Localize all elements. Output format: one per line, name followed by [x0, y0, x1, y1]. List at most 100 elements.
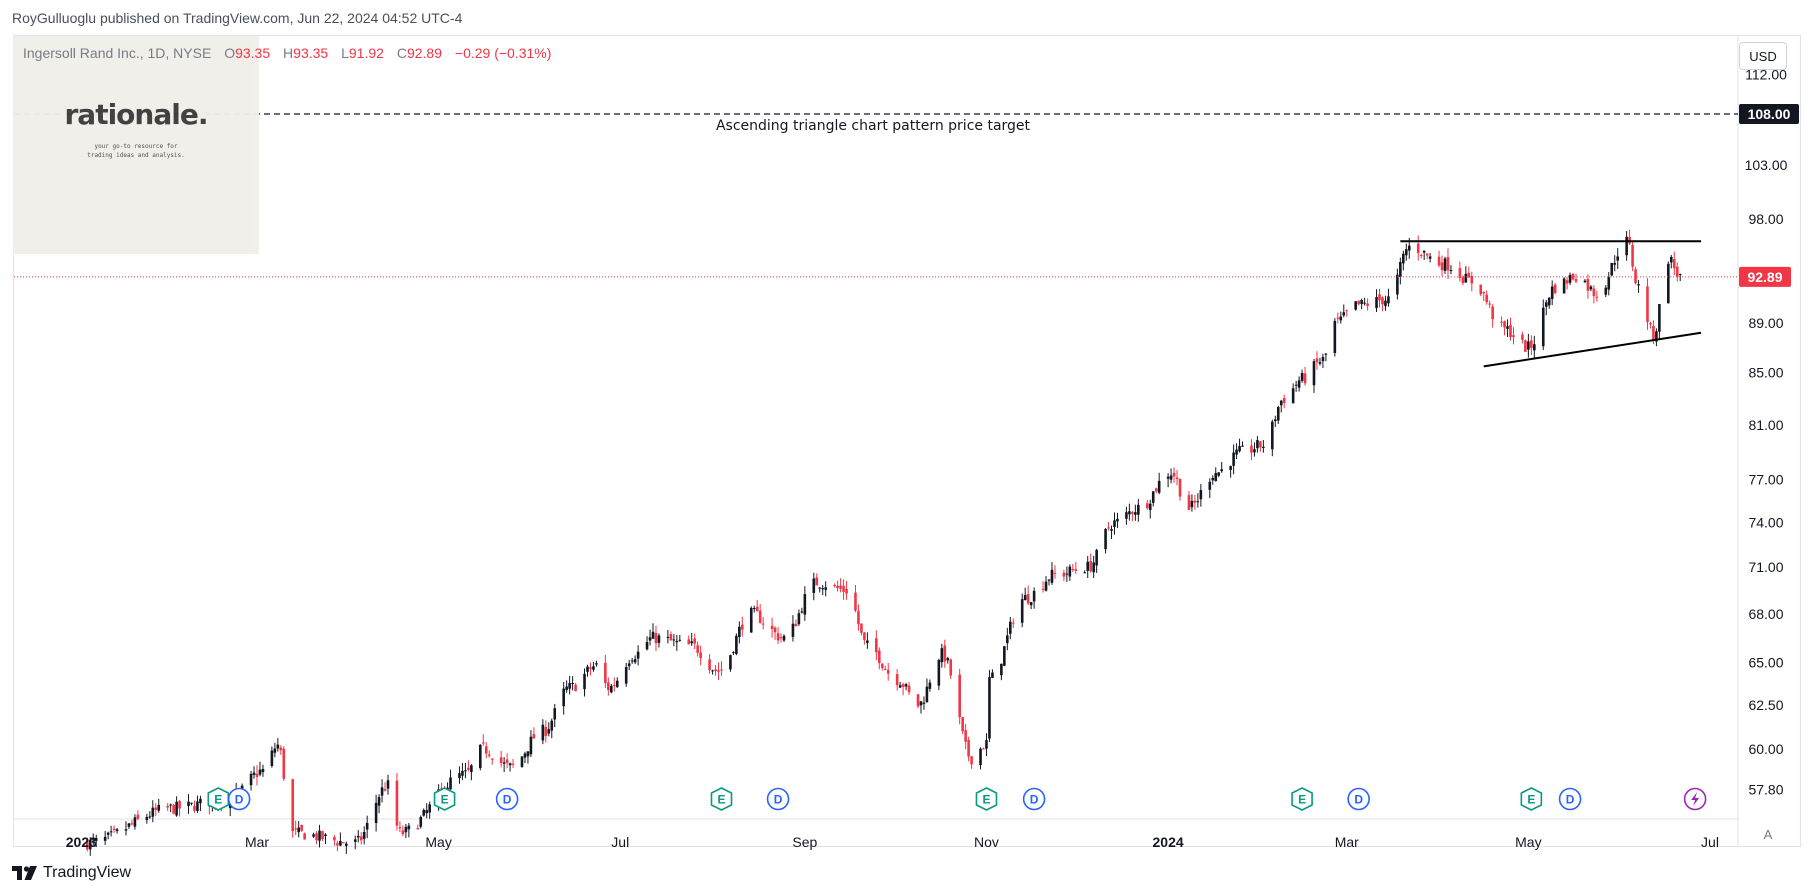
candle-body [1190, 500, 1194, 508]
candle [520, 756, 524, 768]
candle [1279, 399, 1283, 413]
candle [1669, 254, 1673, 269]
dividend-marker[interactable]: D [495, 787, 519, 811]
candle-body [604, 662, 607, 684]
candle-body [699, 652, 702, 659]
candle [1586, 274, 1590, 299]
candle-body [523, 753, 527, 758]
auto-scale-button[interactable]: A [1763, 827, 1773, 842]
candle-body [490, 758, 494, 760]
candle [109, 825, 113, 837]
candle [1232, 444, 1235, 475]
candle [1631, 241, 1634, 272]
currency-button[interactable]: USD [1739, 42, 1787, 70]
earnings-marker[interactable]: E [710, 787, 733, 811]
candle [356, 830, 360, 843]
earnings-marker[interactable]: E [207, 787, 230, 811]
candle [1655, 328, 1658, 347]
candle [1262, 439, 1265, 453]
candle-body [1485, 294, 1488, 303]
candle [1208, 478, 1212, 498]
earnings-marker[interactable]: E [975, 787, 998, 811]
candle [964, 723, 967, 749]
candle-body [1065, 573, 1069, 575]
candle-body [940, 648, 944, 663]
candle [1321, 353, 1325, 368]
candle [604, 654, 607, 688]
candle [1256, 436, 1259, 453]
candle [1086, 556, 1090, 579]
candle-body [1321, 356, 1325, 362]
candle [365, 815, 369, 839]
candle-body [800, 611, 804, 613]
dividend-icon [495, 787, 519, 811]
candle [345, 841, 348, 854]
candle [1336, 312, 1340, 324]
candle-body [1533, 344, 1536, 351]
candle [1381, 296, 1384, 312]
candle [1425, 253, 1429, 260]
candle-body [1506, 326, 1509, 329]
candle-body [1199, 490, 1203, 500]
earnings-marker[interactable]: E [1291, 787, 1313, 811]
candle [1467, 266, 1471, 278]
candle [1050, 562, 1054, 585]
candle-body [1672, 259, 1676, 269]
candle-body [1166, 476, 1170, 479]
dividend-marker[interactable]: D [227, 787, 251, 811]
candle-body [115, 829, 119, 832]
candle [985, 733, 988, 757]
candle-body [461, 770, 464, 776]
candle [187, 794, 190, 814]
candle-body [353, 839, 357, 842]
candle-body [1145, 503, 1149, 509]
candle [860, 623, 863, 636]
split-marker[interactable] [1683, 787, 1707, 811]
candle-body [1235, 449, 1238, 455]
candle [1604, 285, 1608, 298]
candle-body [276, 744, 280, 749]
dividend-marker[interactable]: D [1558, 787, 1582, 811]
candle [615, 677, 619, 689]
dividend-marker[interactable]: D [766, 787, 790, 811]
candle [693, 633, 696, 650]
candle-body [758, 610, 762, 623]
candle-body [249, 773, 253, 786]
candle-body [755, 606, 759, 612]
candle [961, 716, 964, 735]
candle-body [1026, 593, 1030, 604]
earnings-icon [710, 787, 733, 811]
dividend-letter: D [1566, 793, 1575, 807]
candle-body [1125, 512, 1128, 519]
tradingview-brand[interactable]: TradingView [12, 864, 131, 882]
candle-body [863, 632, 866, 640]
candle [1610, 262, 1614, 277]
candle-body [794, 623, 798, 627]
candle [714, 665, 717, 676]
earnings-marker[interactable]: E [433, 787, 456, 811]
candle-body [907, 685, 911, 693]
candle-body [654, 633, 658, 644]
candle [106, 831, 110, 840]
chart-frame[interactable] [13, 35, 1801, 847]
candle [333, 835, 336, 846]
candle-body [571, 682, 574, 684]
candle [1044, 576, 1048, 592]
candle [1071, 564, 1075, 572]
dividend-marker[interactable]: D [1347, 787, 1370, 811]
candle [178, 799, 181, 817]
candle-body [193, 805, 196, 811]
tradingview-logo-icon [12, 866, 37, 880]
candle [1148, 499, 1152, 519]
candle [895, 669, 899, 691]
candle [958, 668, 961, 725]
earnings-marker[interactable]: E [1520, 787, 1543, 811]
dividend-letter: D [1030, 793, 1039, 807]
candle [568, 675, 571, 695]
candle-body [133, 817, 137, 827]
candle [589, 662, 592, 676]
candle-body [1387, 296, 1390, 304]
dividend-marker[interactable]: D [1022, 787, 1046, 811]
candle-body [1595, 296, 1599, 298]
